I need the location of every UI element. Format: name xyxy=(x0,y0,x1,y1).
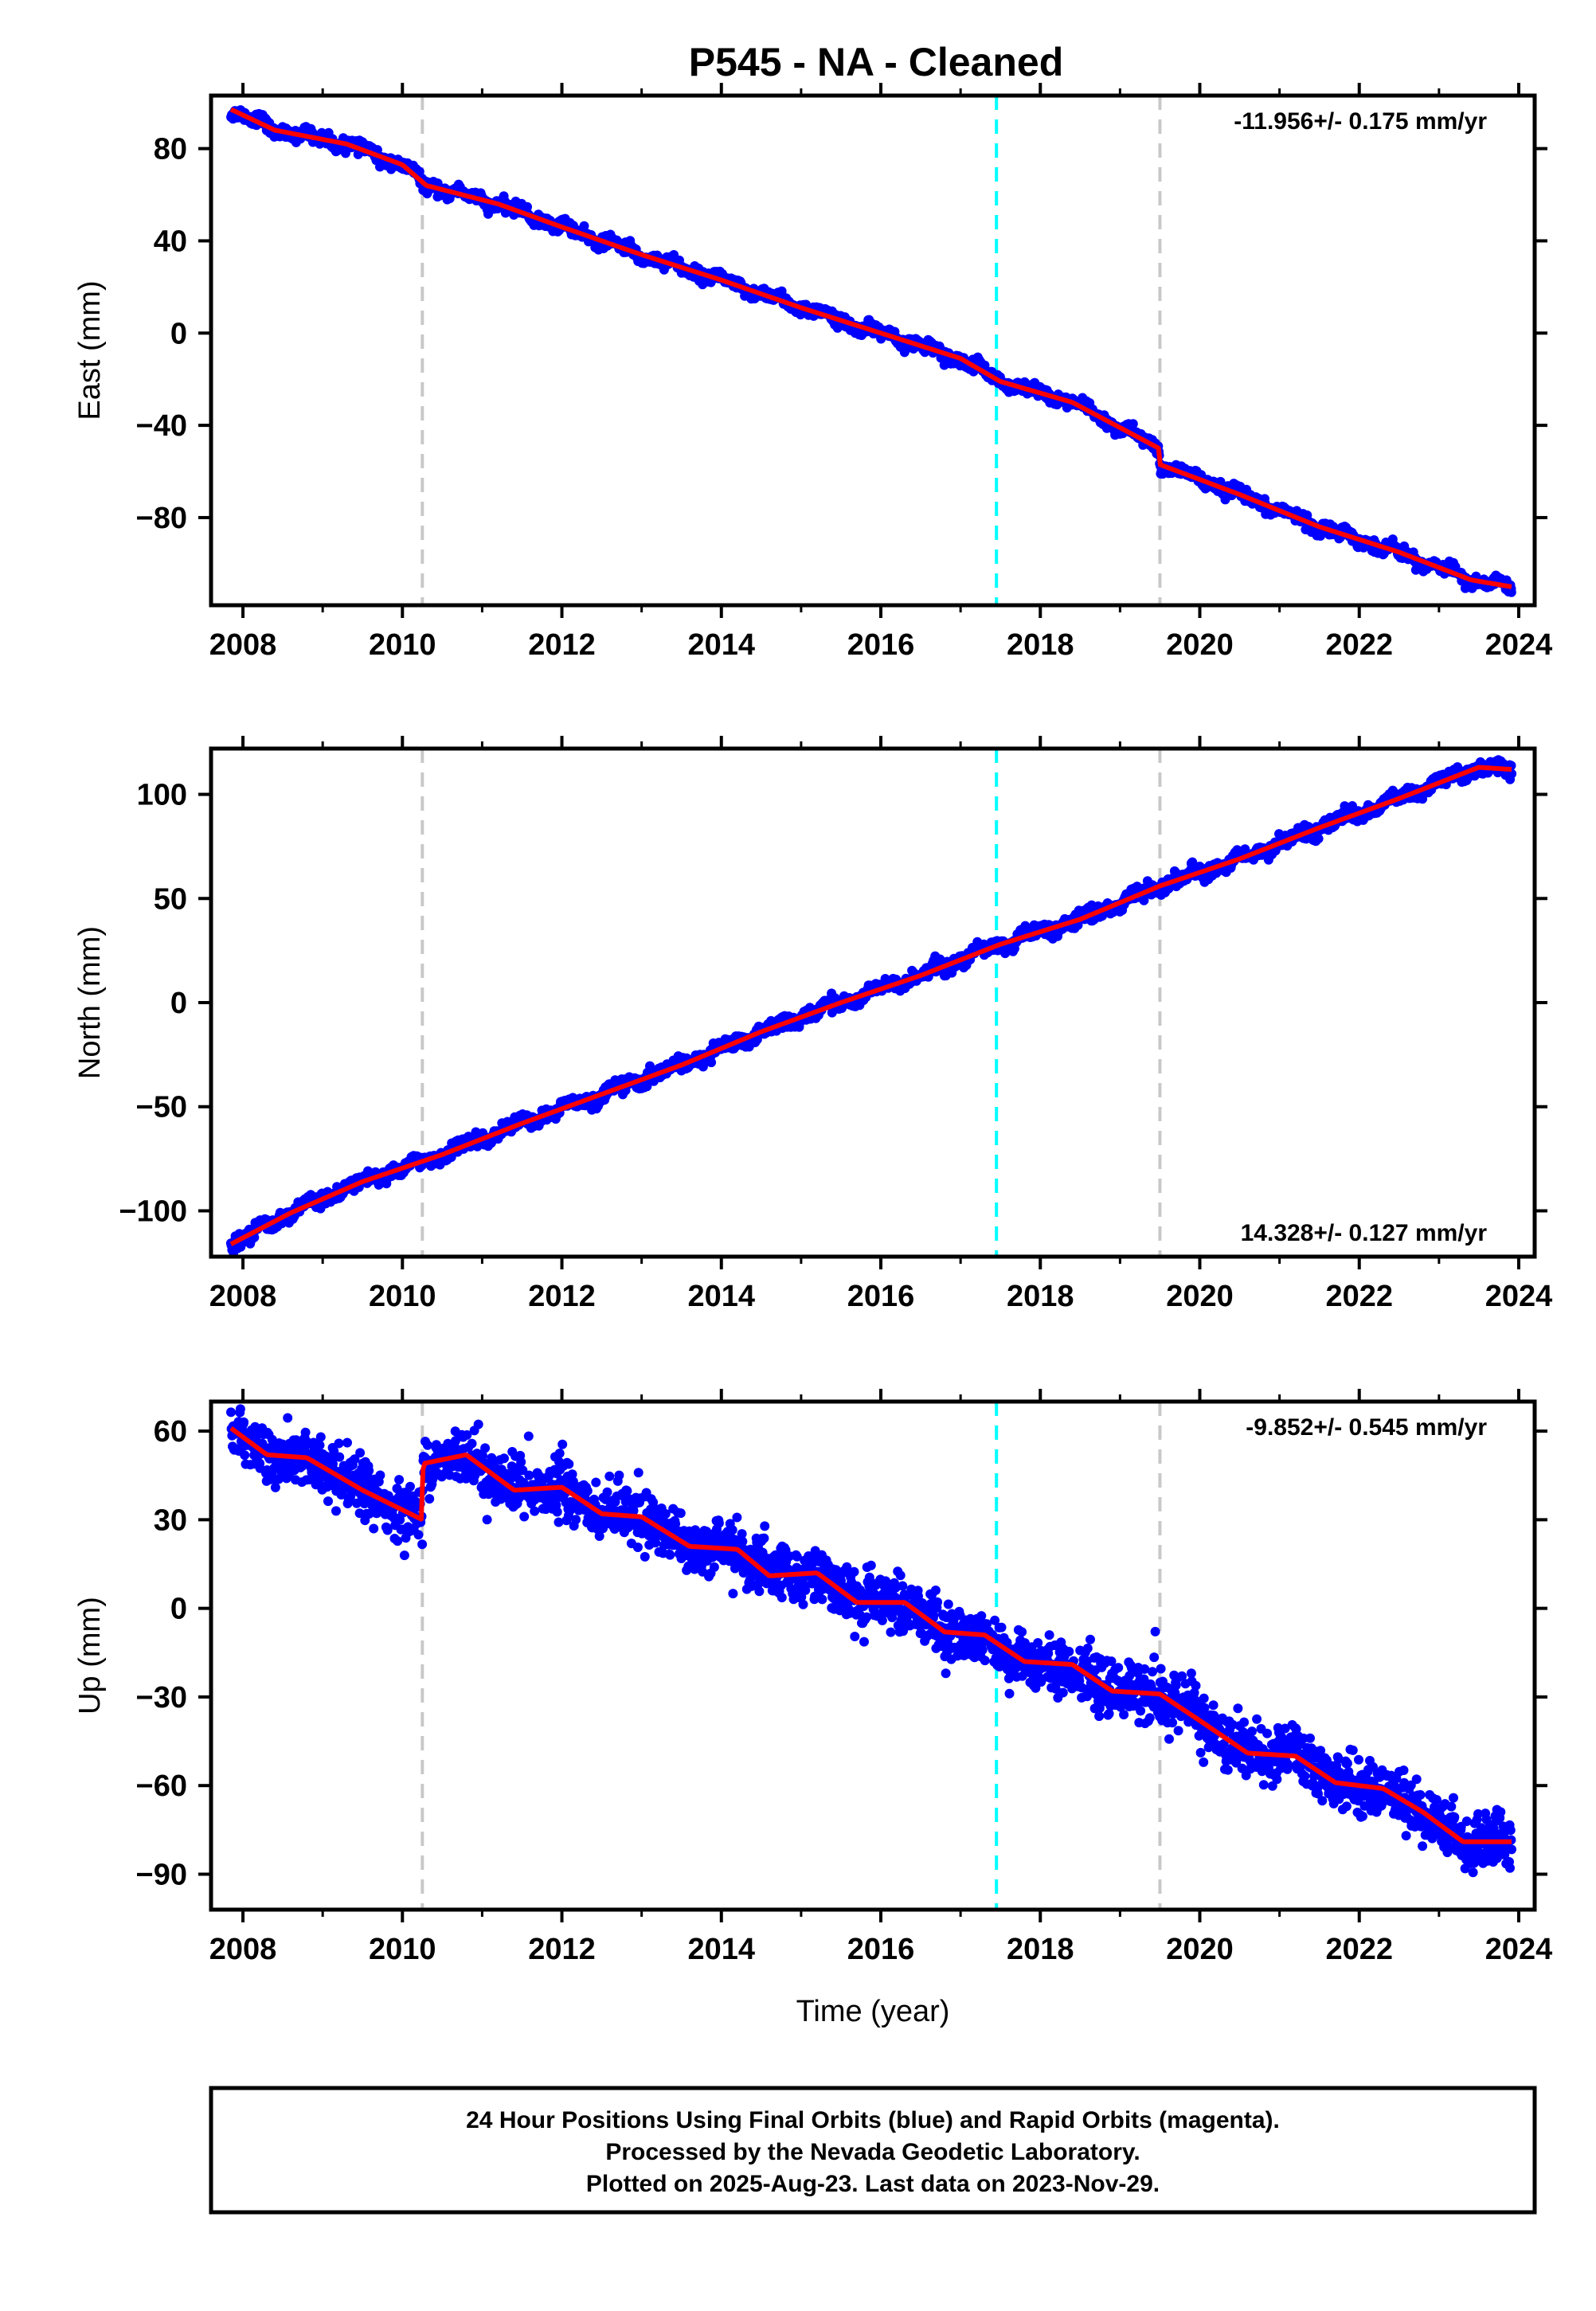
north-point xyxy=(706,1058,717,1068)
east-xtick-label: 2022 xyxy=(1325,628,1393,662)
east-event-lines xyxy=(421,96,1162,605)
east-xtick-label: 2014 xyxy=(687,628,755,662)
north-points xyxy=(225,755,1517,1257)
east-y-axis-label: East (mm) xyxy=(73,280,107,420)
east-xtick-label: 2020 xyxy=(1166,628,1234,662)
east-ticks: 2008 2010 2012 2014 2016 2018 2020 2022 2024 80 40… xyxy=(136,83,1553,662)
east-ytick-label: −40 xyxy=(136,409,187,443)
east-xtick-label: 2024 xyxy=(1485,628,1553,662)
east-point xyxy=(1128,419,1138,429)
east-xtick-label: 2016 xyxy=(847,628,915,662)
east-ytick-label: 80 xyxy=(154,133,187,166)
east-panel: 2008 2010 2012 2014 2016 2018 2020 2022 2024 80 40… xyxy=(73,83,1552,662)
east-xtick-label: 2012 xyxy=(528,628,596,662)
east-rate-annotation: -11.956+/- 0.175 mm/yr xyxy=(1234,108,1487,135)
east-xtick-label: 2010 xyxy=(369,628,436,662)
north-event-lines xyxy=(421,749,1162,1257)
east-ytick-label: 0 xyxy=(170,317,187,350)
east-point xyxy=(1506,587,1516,597)
east-ytick-label: 40 xyxy=(154,225,187,258)
east-xtick-label: 2008 xyxy=(209,628,277,662)
north-point xyxy=(1313,834,1324,844)
chart-title: P545 - NA - Cleaned xyxy=(689,40,1064,84)
east-xtick-label: 2018 xyxy=(1007,628,1074,662)
east-ytick-label: −80 xyxy=(136,502,187,535)
east-point xyxy=(522,201,532,212)
north-panel: 2008 2010 2012 2014 2016 2018 2020 2022 20241005… xyxy=(73,736,1552,1313)
